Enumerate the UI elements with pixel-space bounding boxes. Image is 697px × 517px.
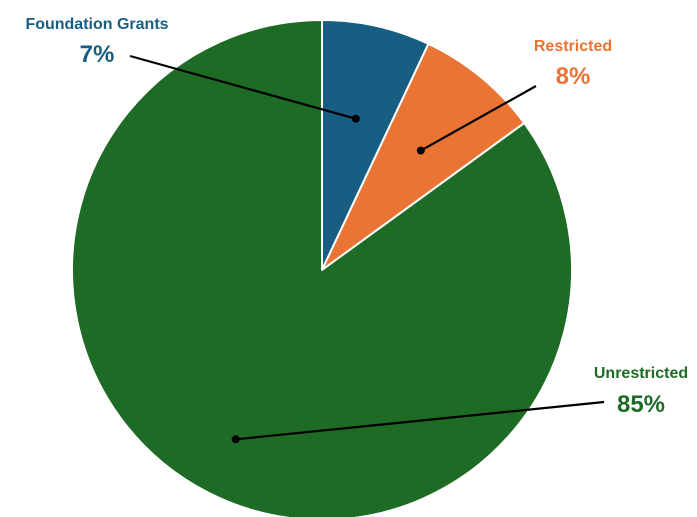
leader-line-unrestricted <box>235 400 605 441</box>
pie-slice-foundation-grants <box>321 19 430 271</box>
slice-label-foundation-grants: Foundation Grants <box>25 16 168 33</box>
leader-dot-foundation-grants <box>351 114 360 123</box>
leader-dot-restricted <box>416 146 425 155</box>
slice-value-unrestricted: 85% <box>617 391 665 418</box>
leader-lines <box>129 54 605 444</box>
pie-slices <box>70 19 573 517</box>
slice-label-unrestricted: Unrestricted <box>594 365 688 382</box>
slice-value-restricted: 8% <box>556 63 591 90</box>
slice-value-foundation-grants: 7% <box>80 41 115 68</box>
slice-label-restricted: Restricted <box>534 38 612 55</box>
leader-line-restricted <box>420 85 537 152</box>
pie-slice-unrestricted <box>70 19 573 517</box>
leader-dot-unrestricted <box>231 435 240 444</box>
pie-slice-restricted <box>321 42 526 271</box>
leader-line-foundation-grants <box>129 54 357 120</box>
